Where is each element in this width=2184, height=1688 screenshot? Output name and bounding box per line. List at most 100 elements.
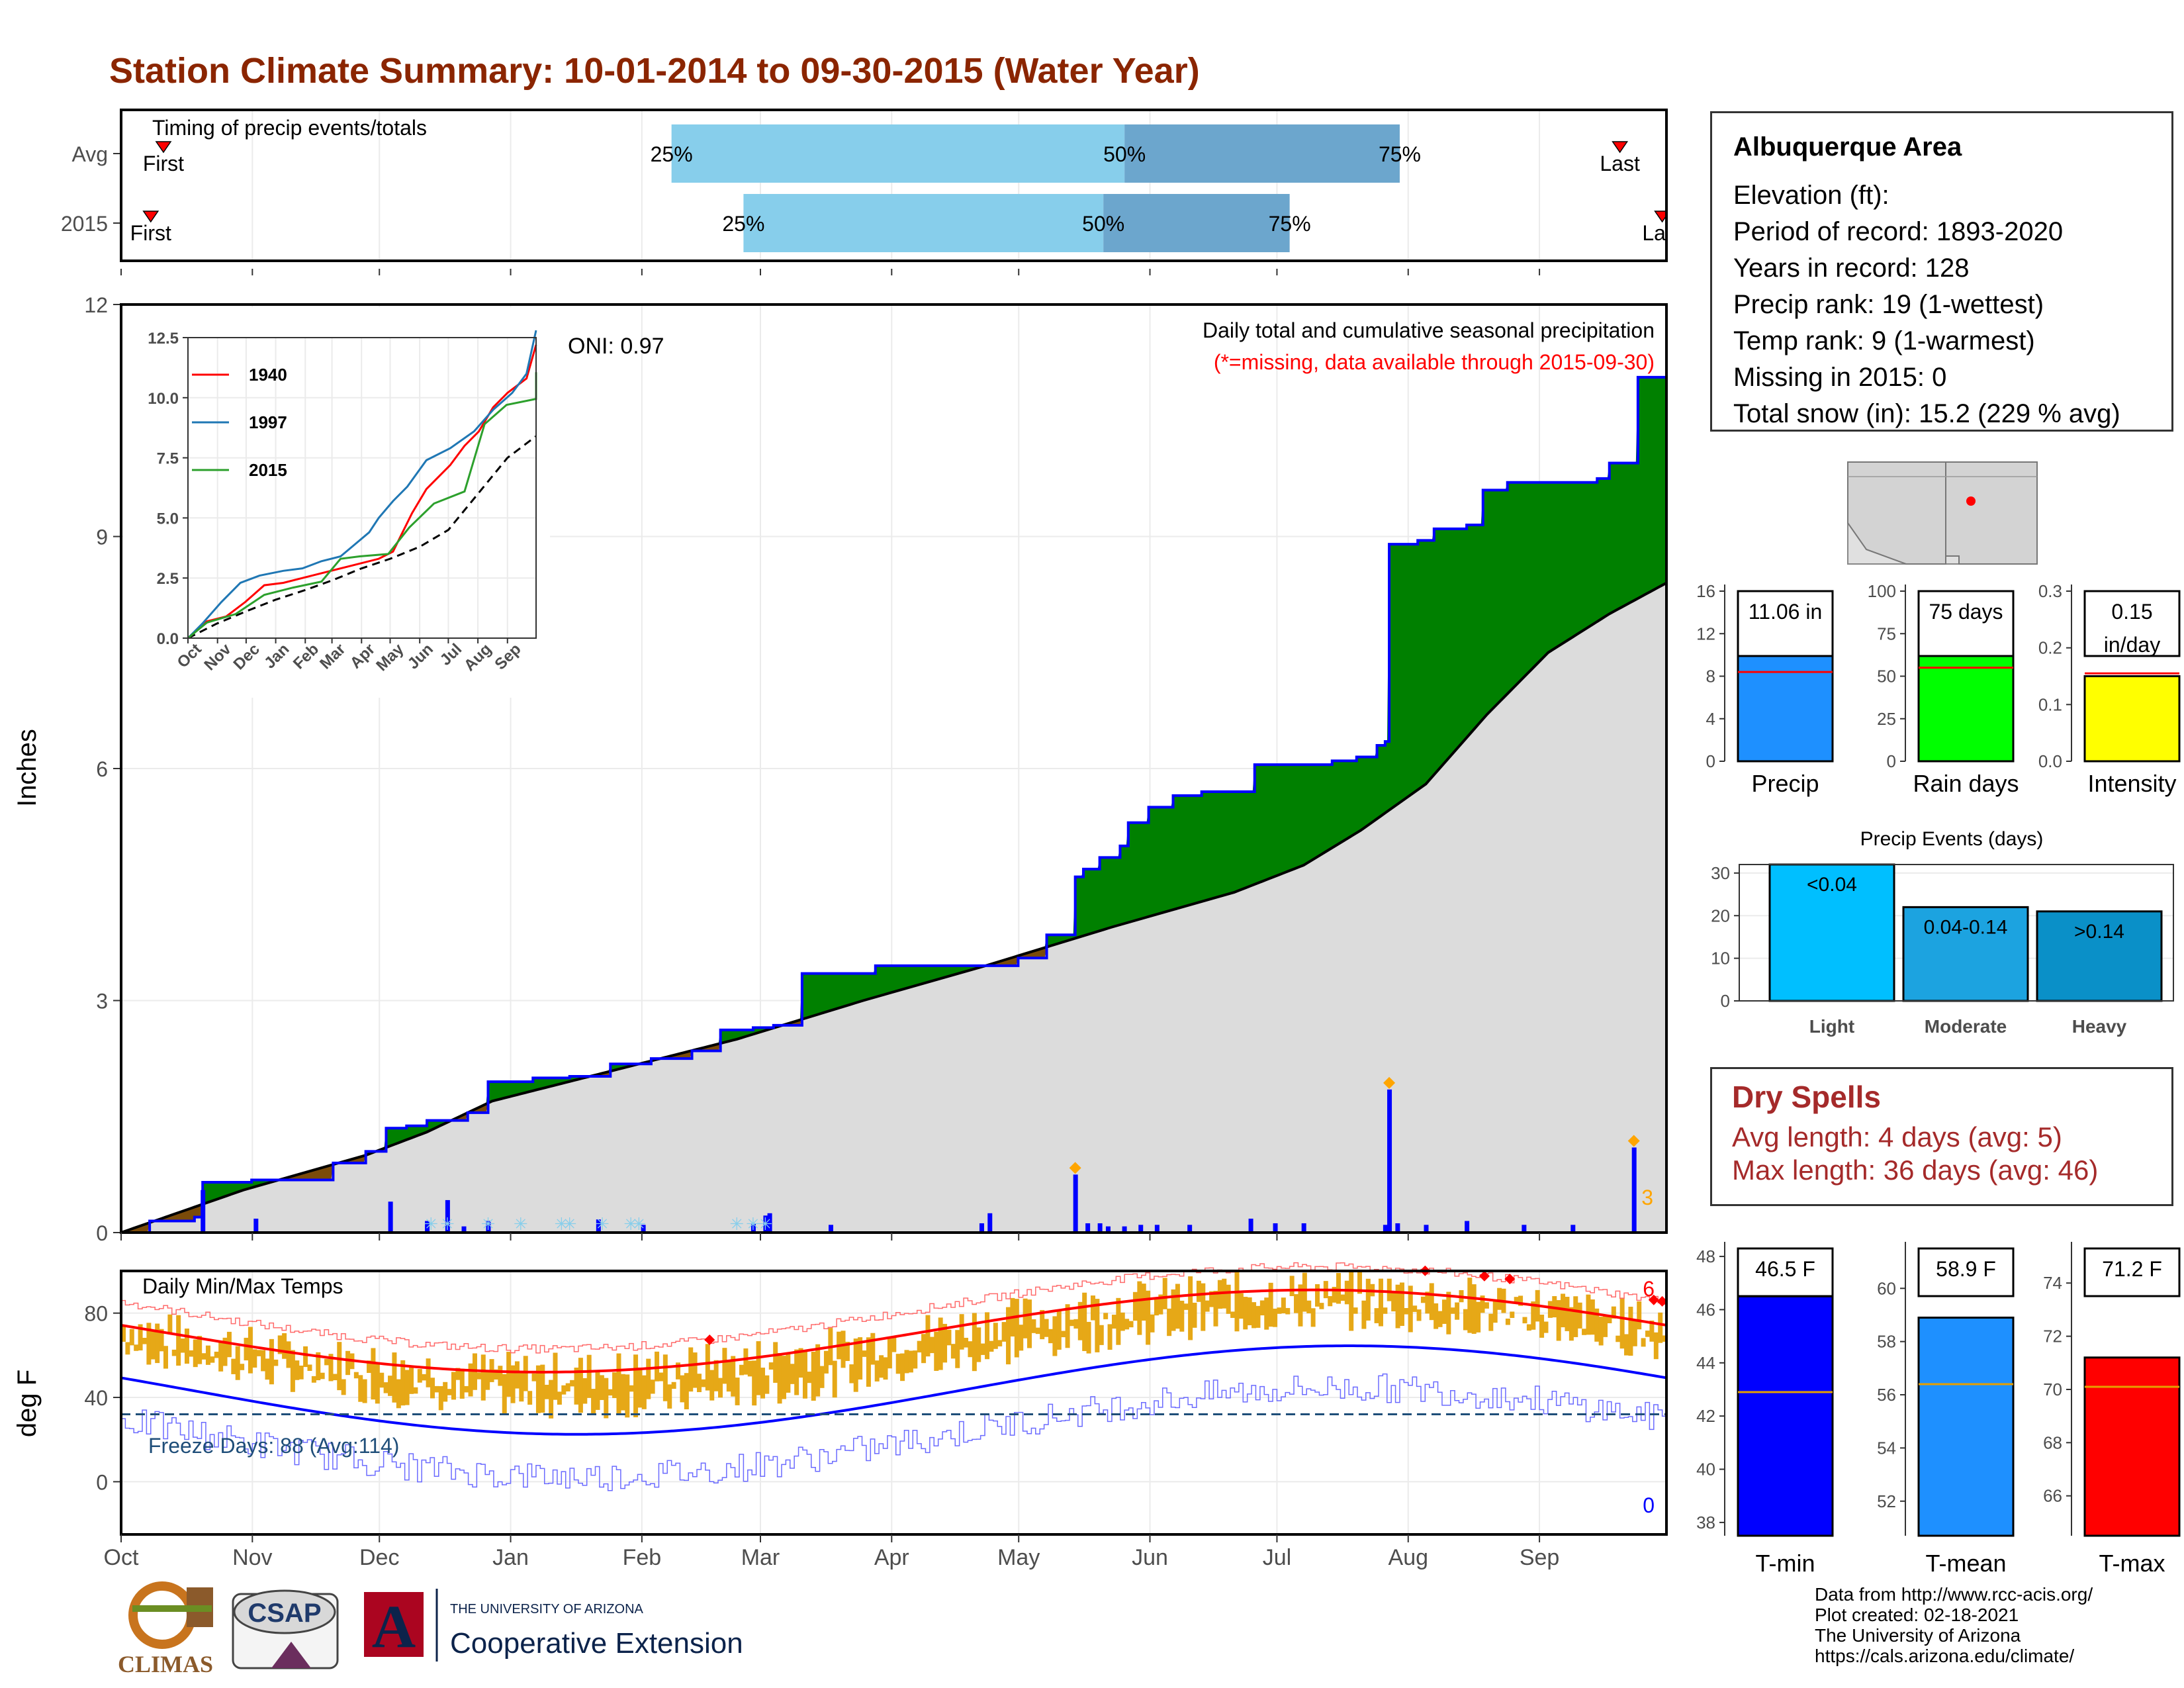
inset-bg: [123, 307, 550, 698]
temp-daily-bar: [1328, 1295, 1333, 1307]
temp-daily-bar: [616, 1353, 621, 1415]
temp-daily-bar: [235, 1346, 240, 1380]
precip-above-normal-area: [121, 377, 1666, 1233]
timing-label-50: 50%: [1103, 142, 1146, 166]
temp-daily-bar: [1213, 1290, 1218, 1327]
summary-ytick-label: 75: [1877, 624, 1896, 643]
temp-daily-bar: [768, 1362, 774, 1370]
temp-daily-bar: [993, 1323, 998, 1349]
temp-daily-bar: [1158, 1294, 1163, 1315]
temp-daily-bar: [832, 1360, 837, 1398]
summary-ytick-label: 42: [1696, 1406, 1715, 1426]
temp-daily-bar: [358, 1375, 363, 1402]
temp-daily-bar: [256, 1350, 261, 1356]
inset-ytick-label: 12.5: [148, 330, 179, 348]
temp-daily-bar: [171, 1349, 177, 1356]
temp-daily-bar: [1234, 1271, 1240, 1332]
snow-marker: ✳: [746, 1214, 760, 1234]
temp-daily-bar: [620, 1374, 625, 1411]
temp-daily-bar: [1632, 1321, 1637, 1346]
temp-daily-bar: [180, 1338, 185, 1353]
temp-daily-bar: [1294, 1294, 1299, 1313]
temp-daily-bar: [777, 1353, 782, 1404]
temp-daily-bar: [942, 1323, 948, 1363]
temp-daily-bar: [1095, 1299, 1100, 1352]
temp-daily-bar: [535, 1365, 541, 1413]
temp-daily-bar: [413, 1387, 418, 1394]
temp-daily-bar: [400, 1360, 406, 1406]
temp-daily-bar: [1171, 1289, 1176, 1331]
temp-daily-bar: [1476, 1301, 1481, 1333]
temp-daily-bar: [760, 1368, 765, 1399]
temp-daily-bar: [1209, 1291, 1214, 1307]
precip-extreme-marker: [1069, 1162, 1081, 1174]
temp-daily-bar: [1561, 1293, 1566, 1328]
inset-legend-label: 2015: [249, 460, 287, 480]
summary-ytick-label: 0.1: [2038, 694, 2062, 714]
temp-daily-bar: [1238, 1293, 1244, 1319]
summary-ytick-label: 38: [1696, 1513, 1715, 1532]
temp-daily-bar: [553, 1352, 558, 1400]
temp-daily-bar: [604, 1378, 609, 1419]
temp-daily-bar: [557, 1391, 562, 1405]
temp-daily-bar: [798, 1348, 803, 1378]
temp-daily-bar: [1340, 1294, 1345, 1301]
timing-first-marker: [142, 211, 159, 223]
temp-daily-bar: [1637, 1301, 1642, 1330]
temp-daily-bar: [925, 1315, 931, 1357]
temp-daily-bar: [1201, 1283, 1206, 1331]
temp-daily-bar: [1188, 1276, 1193, 1340]
summary-ytick-label: 60: [1877, 1278, 1896, 1298]
temp-daily-bar: [167, 1314, 173, 1335]
temp-daily-bar: [1484, 1302, 1489, 1309]
temp-daily-bar: [752, 1360, 757, 1406]
temp-daily-bar: [959, 1314, 964, 1350]
temp-frame: [120, 1270, 1668, 1536]
temp-daily-bar: [1124, 1319, 1130, 1330]
temp-daily-bar: [1332, 1286, 1337, 1303]
temp-daily-bar: [1641, 1338, 1646, 1347]
temp-daily-bar: [252, 1349, 257, 1368]
temp-daily-bar: [1247, 1297, 1252, 1326]
temp-daily-bar: [1065, 1304, 1070, 1348]
temp-daily-bar: [739, 1364, 744, 1376]
temp-daily-bar: [1179, 1300, 1185, 1332]
temp-daily-bar: [1315, 1284, 1320, 1307]
precip-daily-bar: [1631, 1147, 1637, 1233]
temp-daily-bar: [1450, 1307, 1455, 1314]
temp-daily-bar: [1044, 1319, 1049, 1337]
temp-xtick-label: Mar: [741, 1545, 780, 1570]
ua-logo-small-text: THE UNIVERSITY OF ARIZONA: [450, 1602, 644, 1617]
temp-daily-bar: [1150, 1314, 1155, 1333]
temp-daily-bar: [794, 1349, 799, 1395]
dry-spells-max: Max length: 36 days (avg: 46): [1732, 1154, 2099, 1186]
temp-daily-bar: [1441, 1299, 1447, 1324]
temp-daily-bar: [1556, 1300, 1561, 1341]
temp-daily-bar: [1357, 1270, 1362, 1294]
summary-bar-intensity: [2083, 675, 2181, 763]
temp-daily-bar: [1319, 1303, 1324, 1309]
summary-value-label: 11.06 in: [1749, 600, 1823, 624]
temp-daily-bar: [282, 1333, 287, 1359]
temp-daily-bar: [353, 1372, 359, 1379]
precip-daily-bar: [425, 1221, 430, 1233]
temp-daily-bar: [625, 1374, 630, 1418]
temp-daily-bar: [231, 1358, 236, 1374]
temp-daily-bar: [1497, 1288, 1502, 1310]
temp-daily-bar: [879, 1355, 884, 1378]
temp-daily-bar: [409, 1367, 414, 1394]
temp-daily-bar: [1446, 1291, 1451, 1335]
temp-daily-bar: [650, 1380, 655, 1394]
temp-daily-bar: [193, 1339, 198, 1368]
temp-daily-bar: [1391, 1293, 1396, 1312]
temp-daily-bar: [150, 1330, 156, 1360]
precip-daily-bar: [461, 1226, 467, 1233]
temp-daily-bar: [1365, 1278, 1371, 1321]
temp-daily-bar: [718, 1378, 723, 1398]
temp-daily-bar: [1077, 1301, 1083, 1340]
temp-daily-bar: [662, 1354, 668, 1401]
temp-daily-bar: [265, 1358, 270, 1380]
precip-daily-bar: [1301, 1223, 1306, 1233]
temp-daily-bar: [1090, 1295, 1095, 1321]
station-info-box: Albuquerque Area Elevation (ft): Period …: [1710, 111, 2173, 432]
